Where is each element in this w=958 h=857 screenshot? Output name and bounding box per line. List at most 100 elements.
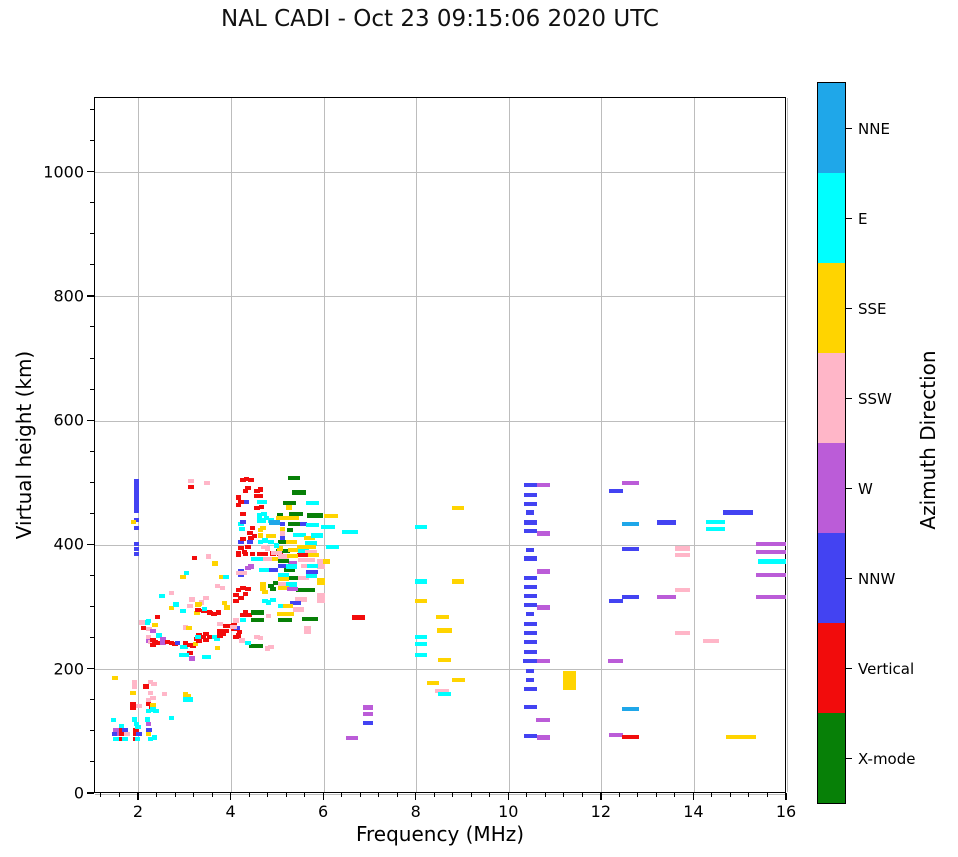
- echo-point-E: [110, 717, 117, 723]
- echo-point-E: [156, 633, 162, 638]
- x-minor-tick: [563, 793, 565, 797]
- echo-point-W: [536, 658, 551, 664]
- echo-point-W: [288, 560, 298, 565]
- echo-point-E: [183, 571, 190, 576]
- x-minor-tick: [118, 793, 120, 797]
- colorbar-segment-E: [818, 173, 845, 263]
- echo-point-E: [256, 499, 263, 505]
- echo-point-SW: [298, 557, 315, 562]
- echo-point-SW: [270, 550, 283, 555]
- y-minor-tick: [90, 140, 94, 141]
- echo-point-NW: [608, 489, 623, 494]
- echo-point-NW: [174, 640, 181, 646]
- echo-point-SW: [295, 597, 307, 602]
- echo-point-E: [415, 653, 428, 658]
- echo-point-E: [223, 574, 229, 580]
- echo-point-E: [260, 518, 266, 523]
- echo-point-X: [289, 512, 304, 517]
- echo-point-NW: [240, 519, 246, 524]
- echo-point-E: [135, 724, 141, 729]
- echo-point-NW: [133, 542, 140, 547]
- x-minor-tick: [470, 793, 472, 797]
- echo-point-W: [608, 732, 623, 738]
- echo-point-X: [288, 521, 300, 526]
- echo-point-SW: [435, 688, 450, 693]
- echo-point-E: [305, 541, 317, 546]
- x-minor-tick: [304, 793, 306, 797]
- echo-point-V: [233, 593, 239, 598]
- echo-point-V: [240, 478, 246, 483]
- colorbar-segment-NNW: [818, 533, 845, 623]
- echo-point-V: [150, 642, 156, 647]
- echo-point-SW: [239, 638, 245, 643]
- echo-point-W: [536, 483, 551, 488]
- echo-point-NW: [523, 622, 537, 627]
- echo-point-V: [201, 609, 207, 614]
- echo-point-NW: [523, 576, 537, 581]
- x-minor-tick: [655, 793, 657, 797]
- echo-point-E: [341, 529, 358, 534]
- x-major-tick: [785, 793, 787, 800]
- echo-point-E: [182, 697, 189, 702]
- x-major-tick: [415, 793, 417, 800]
- echo-point-E: [145, 619, 152, 624]
- x-minor-tick: [248, 793, 250, 797]
- echo-point-V: [256, 552, 263, 557]
- y-minor-tick: [90, 637, 94, 639]
- echo-point-SE: [218, 574, 225, 580]
- echo-point-NW: [608, 599, 623, 604]
- echo-point-E: [238, 522, 244, 527]
- echo-point-SW: [233, 618, 239, 623]
- echo-point-E: [173, 602, 179, 607]
- echo-point-SE: [168, 606, 175, 611]
- echo-point-E: [311, 533, 323, 538]
- echo-point-X: [277, 513, 283, 518]
- echo-point-V: [254, 506, 260, 511]
- echo-point-V: [235, 495, 242, 500]
- echo-point-X: [296, 588, 315, 593]
- echo-point-V: [206, 634, 213, 639]
- echo-point-NW: [136, 732, 142, 737]
- echo-point-NW: [133, 487, 140, 492]
- echo-point-E: [325, 544, 340, 549]
- colorbar-label: E: [858, 209, 868, 228]
- echo-point-W: [535, 717, 550, 723]
- echo-point-V: [133, 727, 139, 733]
- echo-point-V: [196, 639, 202, 644]
- echo-point-W: [160, 640, 166, 646]
- echo-point-SE: [265, 533, 272, 539]
- echo-point-SW: [205, 554, 212, 559]
- echo-point-NW: [133, 496, 140, 501]
- x-minor-tick: [489, 793, 491, 797]
- echo-point-NW: [133, 483, 140, 488]
- echo-point-V: [243, 476, 250, 482]
- plot-area: [94, 97, 788, 795]
- echo-point-V: [155, 640, 162, 646]
- echo-point-V: [168, 640, 175, 646]
- echo-point-NW: [268, 567, 278, 572]
- echo-point-NW: [523, 734, 537, 739]
- echo-point-SW: [131, 680, 138, 685]
- echo-point-NW: [279, 535, 286, 541]
- x-minor-tick: [452, 793, 454, 797]
- echo-point-E: [201, 606, 208, 611]
- echo-point-E: [201, 654, 208, 659]
- colorbar-tick: [846, 127, 852, 130]
- echo-point-SE: [260, 586, 266, 592]
- x-minor-tick: [267, 793, 269, 797]
- echo-point-V: [211, 611, 217, 616]
- echo-point-SE: [437, 628, 452, 633]
- echo-point-SE: [130, 519, 137, 524]
- chart-title: NAL CADI - Oct 23 09:15:06 2020 UTC: [221, 6, 659, 32]
- y-tick-label: 1000: [43, 162, 84, 182]
- echo-point-NW: [133, 517, 140, 523]
- echo-point-E: [118, 723, 125, 728]
- echo-point-SW: [278, 581, 289, 587]
- echo-point-SE: [277, 586, 290, 591]
- echo-point-SW: [146, 627, 152, 632]
- x-minor-tick: [544, 793, 546, 797]
- echo-point-NW: [238, 540, 244, 545]
- echo-point-W: [160, 637, 166, 642]
- x-minor-tick: [396, 793, 398, 797]
- echo-point-SW: [182, 625, 189, 630]
